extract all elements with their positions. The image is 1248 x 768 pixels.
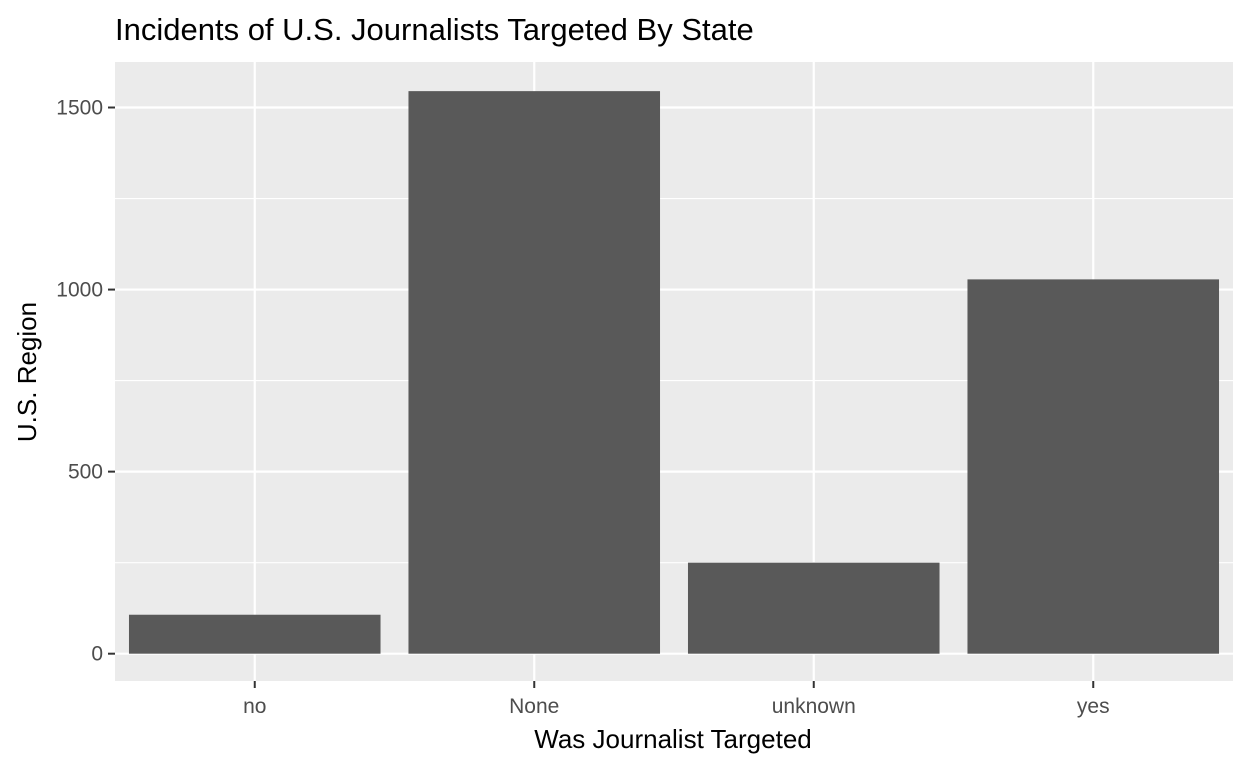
y-tick-label: 1500 <box>56 97 103 120</box>
bar-none <box>408 91 661 654</box>
y-tick-label: 500 <box>68 461 103 484</box>
bar-no <box>128 614 381 654</box>
bar-unknown <box>687 562 940 654</box>
x-tick-label: unknown <box>772 695 856 718</box>
bars <box>128 91 1220 654</box>
x-tick-label: None <box>509 695 559 718</box>
chart-title: Incidents of U.S. Journalists Targeted B… <box>115 12 754 47</box>
bar-yes <box>967 279 1220 654</box>
y-axis-title: U.S. Region <box>12 302 42 442</box>
x-tick-label: yes <box>1077 695 1110 718</box>
y-tick-label: 0 <box>91 643 103 666</box>
x-tick-label: no <box>243 695 266 718</box>
axis-ticks: 0 500 1000 1500 no None unknown yes <box>56 97 1109 718</box>
y-tick-label: 1000 <box>56 279 103 302</box>
x-axis-title: Was Journalist Targeted <box>534 724 811 754</box>
